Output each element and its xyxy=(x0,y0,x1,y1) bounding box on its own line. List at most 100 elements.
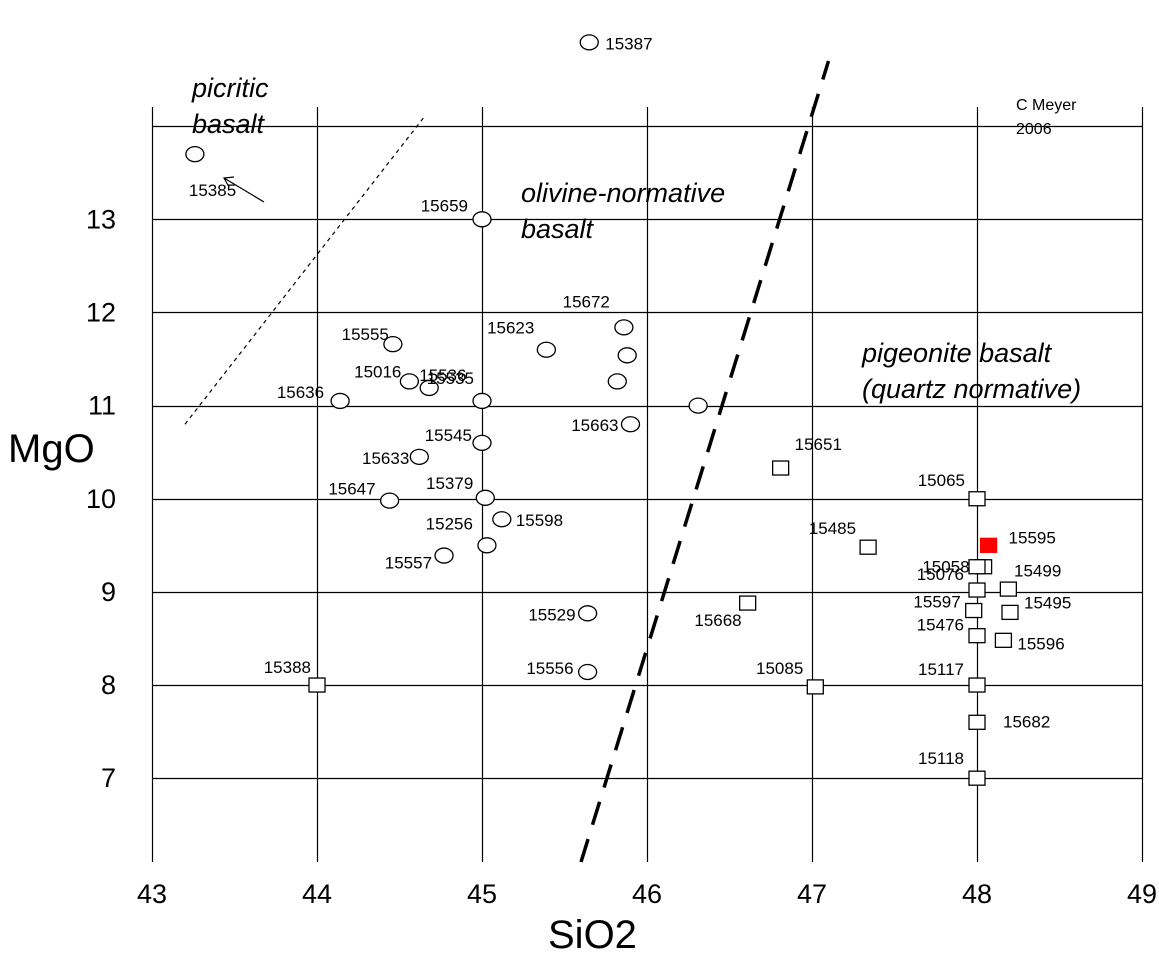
label-15536: 15536 xyxy=(419,366,466,385)
label-15118: 15118 xyxy=(918,749,964,768)
credit-author: C Meyer xyxy=(1016,97,1077,114)
x-tick-label: 45 xyxy=(467,879,497,909)
region-label-olivine-line2: basalt xyxy=(521,214,595,244)
point-15545 xyxy=(472,434,492,452)
y-axis-title: MgO xyxy=(8,427,95,471)
point-15672 xyxy=(614,319,634,336)
region-label-picritic-line2: basalt xyxy=(192,109,266,139)
boundary-dotted-line xyxy=(184,116,425,425)
point-15659 xyxy=(472,211,492,228)
label-15659: 15659 xyxy=(421,196,468,215)
label-15058: 15058 xyxy=(922,558,969,577)
region-label-picritic-line1: picritic xyxy=(191,73,269,103)
label-15085: 15085 xyxy=(756,659,803,678)
point-15597 xyxy=(965,602,983,619)
x-axis-title: SiO2 xyxy=(548,913,637,957)
label-15596: 15596 xyxy=(1017,634,1064,653)
region-label-pigeonite-line2: (quartz normative) xyxy=(862,374,1081,404)
point-15385 xyxy=(185,145,205,163)
region-label-olivine-line1: olivine-normative xyxy=(521,178,725,208)
point-15476 xyxy=(968,628,986,644)
y-tick-label: 9 xyxy=(101,577,116,607)
point-15065 xyxy=(968,491,986,507)
point-15118 xyxy=(968,770,986,786)
label-15598: 15598 xyxy=(516,511,563,530)
x-tick-label: 47 xyxy=(797,879,827,909)
label-15388: 15388 xyxy=(264,658,311,677)
point-unlabeled xyxy=(688,397,708,414)
point-15663 xyxy=(620,416,641,433)
y-tick-label: 10 xyxy=(86,484,116,514)
label-15623: 15623 xyxy=(487,319,534,338)
point-15499 xyxy=(968,559,986,575)
tick-labels: 43 44 45 46 47 48 49 7 8 9 10 11 12 13 xyxy=(86,204,1157,909)
boundary-lines xyxy=(184,60,831,863)
credit-year: 2006 xyxy=(1016,121,1052,138)
point-15633 xyxy=(409,448,429,465)
point-15636 xyxy=(330,392,350,410)
point-15387 xyxy=(579,34,599,51)
label-15535: 15535 xyxy=(427,369,474,388)
point-15388 xyxy=(308,677,326,693)
point-15379 xyxy=(475,489,495,506)
point-15485 xyxy=(859,539,877,555)
y-tick-label: 8 xyxy=(101,670,116,700)
x-tick-label: 49 xyxy=(1127,879,1157,909)
point-15668 xyxy=(739,595,757,611)
label-15668: 15668 xyxy=(694,611,741,630)
label-15556: 15556 xyxy=(526,659,573,678)
point-15595 xyxy=(979,537,998,553)
point-15598 xyxy=(492,511,512,528)
point-15085 xyxy=(806,679,824,695)
label-15672: 15672 xyxy=(563,292,610,311)
point-15682 xyxy=(968,714,986,730)
label-15117: 15117 xyxy=(918,660,964,679)
label-15636: 15636 xyxy=(277,383,324,402)
label-15016: 15016 xyxy=(354,362,401,381)
point-15535 xyxy=(472,392,492,410)
boundary-dashed-line xyxy=(579,60,831,863)
point-15623 xyxy=(536,341,556,358)
label-15495: 15495 xyxy=(1024,593,1071,612)
label-15485: 15485 xyxy=(809,519,856,538)
y-tick-label: 11 xyxy=(88,391,116,421)
x-tick-label: 46 xyxy=(632,879,662,909)
point-15557 xyxy=(434,547,454,564)
arrow-15385-head xyxy=(223,176,235,188)
point-labels: 15387 15385 15659 15672 15555 15623 15016 15536… xyxy=(189,34,1071,768)
point-unlabeled xyxy=(617,347,637,364)
point-15016 xyxy=(399,373,420,390)
label-15663: 15663 xyxy=(571,416,618,435)
point-15256 xyxy=(477,537,497,554)
x-tick-label: 48 xyxy=(962,879,992,909)
point-15536 xyxy=(419,379,439,397)
label-15557: 15557 xyxy=(385,554,432,573)
arrow-15385-shaft xyxy=(223,177,265,203)
label-15256: 15256 xyxy=(426,514,473,533)
label-15385: 15385 xyxy=(189,181,236,200)
label-15555: 15555 xyxy=(342,325,389,344)
label-15379: 15379 xyxy=(426,474,473,493)
label-15476: 15476 xyxy=(917,616,964,635)
label-15065: 15065 xyxy=(918,471,965,490)
point-15651 xyxy=(772,460,790,476)
point-unlabeled xyxy=(607,373,627,390)
point-15529 xyxy=(577,605,598,622)
point-15076 xyxy=(968,582,986,598)
label-15682: 15682 xyxy=(1003,712,1050,731)
y-tick-label: 13 xyxy=(86,204,116,234)
x-tick-label: 44 xyxy=(302,879,332,909)
region-label-pigeonite-line1: pigeonite basalt xyxy=(861,338,1053,368)
label-15647: 15647 xyxy=(328,480,375,499)
point-15596 xyxy=(994,632,1013,648)
label-15651: 15651 xyxy=(795,435,842,454)
point-unlabeled xyxy=(999,581,1017,597)
point-15495 xyxy=(1001,604,1019,621)
label-15597: 15597 xyxy=(913,593,960,612)
x-tick-label: 43 xyxy=(137,879,167,909)
label-15595: 15595 xyxy=(1009,528,1056,547)
point-15556 xyxy=(577,663,598,681)
label-15076: 15076 xyxy=(917,565,964,584)
y-tick-label: 7 xyxy=(101,763,116,793)
